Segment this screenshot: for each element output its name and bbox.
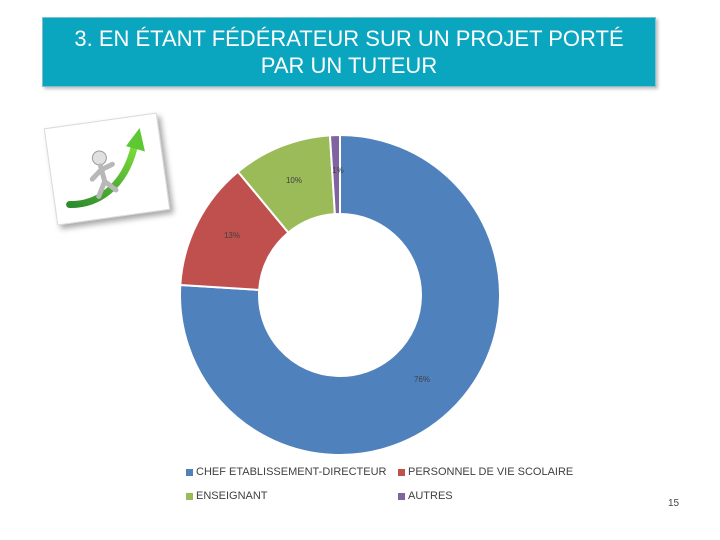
chart-legend: CHEF ETABLISSEMENT-DIRECTEUR PERSONNEL DE…	[186, 462, 606, 510]
legend-label: ENSEIGNANT	[196, 490, 268, 502]
slice-autres	[328, 133, 341, 216]
legend-item-autres: AUTRES	[398, 490, 453, 502]
legend-label: AUTRES	[408, 490, 453, 502]
data-label-autres: 1%	[332, 166, 344, 175]
slice-chef-etablissement-directeur	[179, 133, 501, 456]
legend-swatch	[398, 468, 405, 476]
legend-swatch	[398, 492, 405, 500]
legend-label: PERSONNEL DE VIE SCOLAIRE	[408, 466, 574, 478]
slide-title-banner: 3. EN ÉTANT FÉDÉRATEUR SUR UN PROJET POR…	[42, 17, 656, 87]
data-label-chef-etablissement-directeur: 76%	[414, 375, 430, 384]
climbing-figure-arrow-icon	[43, 112, 171, 226]
legend-item-chef-etablissement-directeur: CHEF ETABLISSEMENT-DIRECTEUR	[186, 466, 387, 478]
legend-swatch	[186, 492, 193, 500]
legend-item-personnel-de-vie-scolaire: PERSONNEL DE VIE SCOLAIRE	[398, 466, 573, 478]
data-label-enseignant: 10%	[286, 176, 302, 185]
legend-swatch	[186, 468, 193, 476]
page-number: 15	[668, 498, 680, 509]
legend-item-enseignant: ENSEIGNANT	[186, 490, 268, 502]
slide-title: 3. EN ÉTANT FÉDÉRATEUR SUR UN PROJET POR…	[74, 26, 624, 78]
legend-label: CHEF ETABLISSEMENT-DIRECTEUR	[196, 466, 387, 478]
data-label-personnel-de-vie-scolaire: 13%	[224, 231, 240, 240]
